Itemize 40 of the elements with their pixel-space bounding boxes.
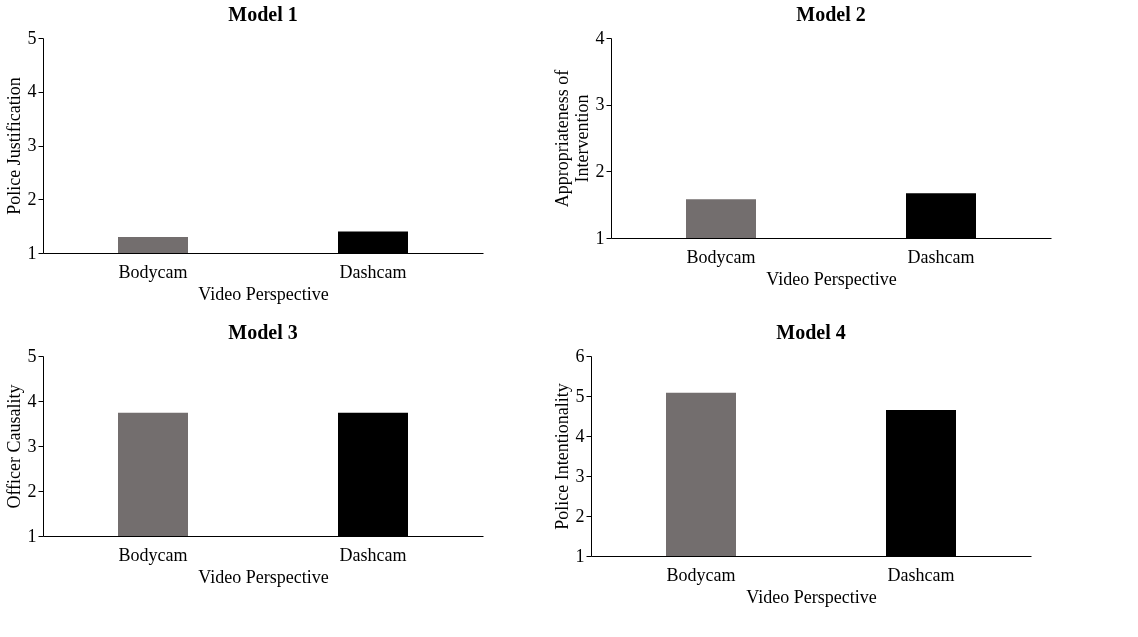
y-tick-label: 5 [575,385,585,406]
y-tick-label: 2 [27,480,37,501]
x-axis-title: Video Perspective [198,566,329,587]
x-axis-title: Video Perspective [766,268,897,289]
y-tick-label: 2 [27,188,37,209]
x-axis-title: Video Perspective [746,586,877,607]
y-tick-label: 4 [27,81,37,102]
x-axis-title: Video Perspective [198,283,329,304]
y-tick-label: 3 [27,435,37,456]
y-tick-label: 6 [575,345,585,366]
x-tick-label: Bodycam [666,564,736,585]
y-axis-title: Police Intentionality [551,383,572,530]
y-tick-label: 3 [595,94,605,115]
x-tick-label: Dashcam [907,246,975,267]
y-tick-label: 4 [575,425,585,446]
x-tick-label: Dashcam [339,544,407,565]
y-tick-label: 4 [595,27,605,48]
chart-title: Model 1 [228,3,298,25]
y-tick-label: 1 [27,525,37,546]
y-tick-label: 1 [27,242,37,263]
y-tick-label: 3 [27,135,37,155]
x-tick-label: Bodycam [118,261,188,282]
y-axis-title: Police Justification [3,77,24,215]
y-tick-label: 5 [27,27,37,48]
y-tick-label: 2 [595,160,605,181]
y-tick-label: 1 [595,227,605,248]
x-tick-label: Dashcam [887,564,955,585]
y-tick-label: 1 [575,545,585,566]
chart-title: Model 3 [228,321,298,343]
y-tick-label: 4 [27,390,37,411]
chart-title: Model 2 [796,3,866,25]
y-axis-title: Appropriateness of Intervention [551,69,592,208]
x-tick-label: Bodycam [118,544,188,565]
chart-title: Model 4 [776,321,846,343]
x-tick-label: Bodycam [686,246,756,267]
y-tick-label: 5 [27,345,37,366]
y-tick-label: 3 [575,465,585,486]
y-tick-label: 2 [575,505,585,526]
x-tick-label: Dashcam [339,261,407,282]
y-axis-title: Officer Causality [3,384,24,509]
